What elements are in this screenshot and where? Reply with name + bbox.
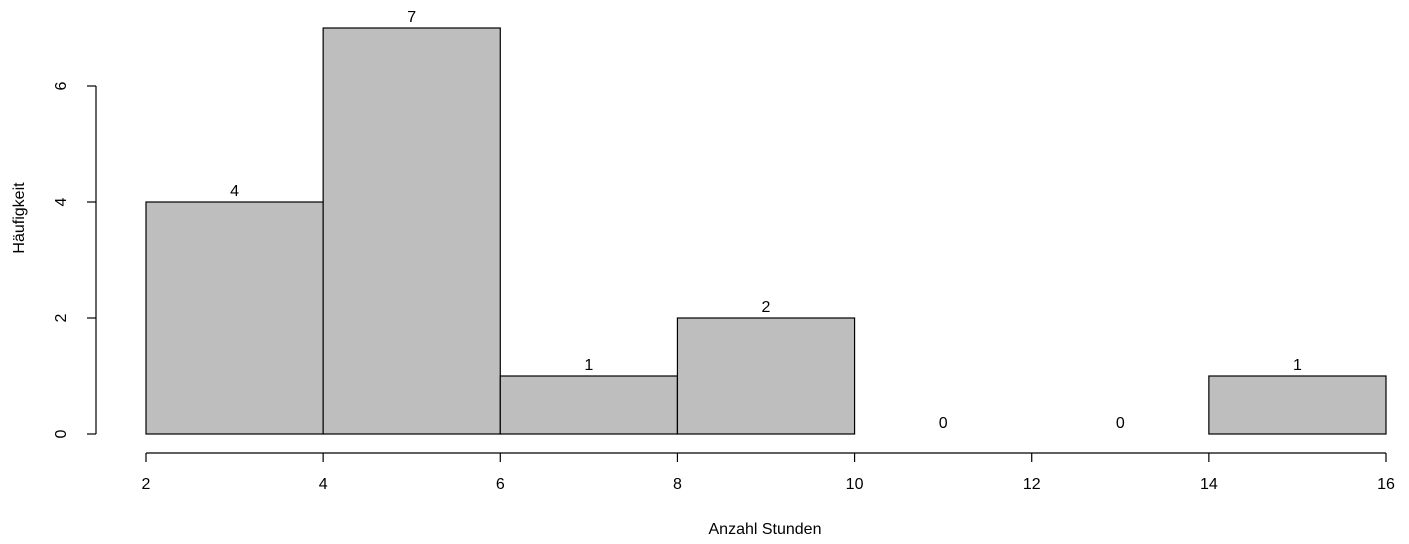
bar-value-label: 2 bbox=[762, 299, 771, 316]
y-tick-label: 2 bbox=[53, 313, 70, 322]
y-axis-title: Häufigkeit bbox=[11, 182, 28, 254]
x-tick-label: 6 bbox=[496, 476, 505, 493]
y-tick-label: 0 bbox=[53, 429, 70, 438]
x-tick-label: 2 bbox=[142, 476, 151, 493]
histogram-bar bbox=[145, 201, 324, 435]
bar-value-label: 0 bbox=[1116, 415, 1125, 432]
histogram-bar bbox=[499, 375, 679, 435]
y-axis: 0 2 4 6 bbox=[53, 81, 97, 438]
x-tick-label: 10 bbox=[846, 476, 864, 493]
x-tick-label: 8 bbox=[673, 476, 682, 493]
histogram-bar bbox=[1208, 375, 1387, 435]
x-tick-label: 14 bbox=[1200, 476, 1218, 493]
x-tick-label: 12 bbox=[1023, 476, 1041, 493]
bar-value-label: 4 bbox=[230, 183, 239, 200]
bars-group bbox=[145, 27, 1387, 435]
x-tick-label: 16 bbox=[1377, 476, 1395, 493]
bar-value-label: 1 bbox=[584, 357, 593, 374]
histogram-bar bbox=[322, 27, 501, 435]
x-axis: 2 4 6 8 10 12 14 16 bbox=[142, 452, 1395, 493]
histogram-bar bbox=[676, 317, 856, 435]
x-axis-title: Anzahl Stunden bbox=[709, 521, 822, 538]
bar-value-label: 7 bbox=[407, 9, 416, 26]
bar-labels-group: 4 7 1 2 0 0 1 bbox=[230, 9, 1302, 432]
x-tick-label: 4 bbox=[319, 476, 328, 493]
y-tick-label: 6 bbox=[53, 81, 70, 90]
bar-value-label: 1 bbox=[1293, 357, 1302, 374]
bar-value-label: 0 bbox=[939, 415, 948, 432]
y-tick-label: 4 bbox=[53, 197, 70, 206]
